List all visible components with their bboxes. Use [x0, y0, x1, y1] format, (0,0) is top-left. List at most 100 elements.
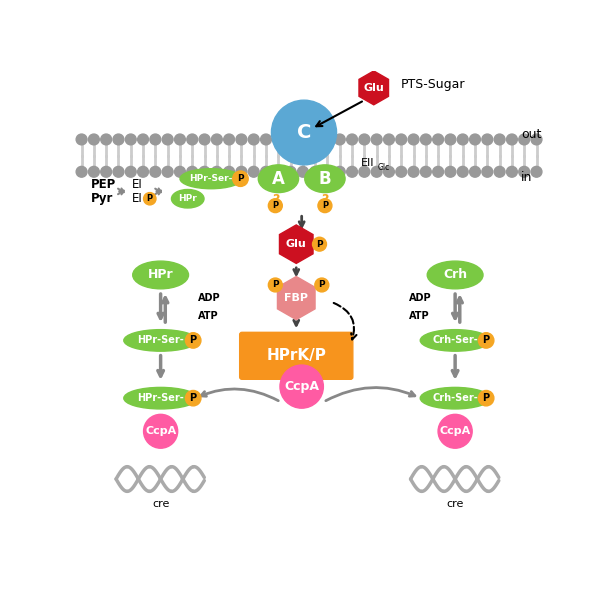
Text: B: B [318, 170, 331, 188]
Circle shape [420, 134, 431, 145]
Circle shape [101, 134, 112, 145]
Text: P: P [482, 336, 490, 345]
Circle shape [260, 167, 271, 177]
Text: Crh-Ser-: Crh-Ser- [432, 393, 478, 403]
Circle shape [271, 100, 336, 165]
Circle shape [174, 134, 185, 145]
Circle shape [186, 391, 201, 406]
Text: cre: cre [446, 499, 464, 509]
Circle shape [125, 134, 136, 145]
Text: P: P [237, 174, 244, 183]
Circle shape [285, 167, 296, 177]
Circle shape [236, 134, 247, 145]
Circle shape [89, 134, 99, 145]
Circle shape [76, 134, 87, 145]
Ellipse shape [420, 387, 490, 409]
Text: P: P [272, 281, 279, 290]
Text: PTS-Sugar: PTS-Sugar [401, 78, 466, 91]
Polygon shape [359, 71, 388, 105]
Circle shape [89, 167, 99, 177]
Circle shape [260, 134, 271, 145]
Circle shape [268, 278, 282, 292]
Polygon shape [277, 277, 315, 320]
Circle shape [482, 134, 493, 145]
Circle shape [384, 167, 394, 177]
Circle shape [187, 134, 198, 145]
Circle shape [186, 333, 201, 348]
Circle shape [315, 278, 329, 292]
Circle shape [494, 134, 505, 145]
Circle shape [162, 167, 173, 177]
Circle shape [396, 167, 406, 177]
Circle shape [347, 167, 358, 177]
Circle shape [297, 134, 308, 145]
Circle shape [359, 167, 370, 177]
Text: Glc: Glc [377, 163, 390, 171]
Circle shape [371, 167, 382, 177]
Circle shape [433, 134, 444, 145]
Circle shape [113, 167, 124, 177]
Text: ATP: ATP [198, 311, 218, 321]
Text: HPr-Ser-: HPr-Ser- [189, 174, 233, 183]
Ellipse shape [180, 168, 242, 189]
Circle shape [144, 193, 156, 205]
Circle shape [150, 167, 161, 177]
Circle shape [478, 333, 494, 348]
Circle shape [384, 134, 394, 145]
Circle shape [273, 134, 284, 145]
Circle shape [519, 167, 529, 177]
Circle shape [280, 365, 323, 408]
Text: HPr: HPr [178, 194, 197, 203]
Text: P: P [189, 336, 197, 345]
Circle shape [199, 167, 210, 177]
Ellipse shape [258, 165, 298, 193]
Text: FBP: FBP [284, 293, 308, 303]
Circle shape [347, 134, 358, 145]
Circle shape [457, 134, 468, 145]
Circle shape [322, 134, 333, 145]
Text: ADP: ADP [409, 293, 431, 303]
Circle shape [268, 199, 282, 213]
Ellipse shape [171, 190, 204, 208]
Circle shape [318, 199, 332, 213]
Circle shape [137, 167, 148, 177]
Text: P: P [189, 393, 197, 403]
Text: ?: ? [321, 193, 329, 206]
Circle shape [438, 414, 472, 448]
Circle shape [144, 414, 178, 448]
Circle shape [248, 134, 259, 145]
Circle shape [408, 134, 419, 145]
Circle shape [445, 134, 456, 145]
Circle shape [310, 167, 321, 177]
Circle shape [408, 167, 419, 177]
Circle shape [507, 167, 517, 177]
Circle shape [519, 134, 529, 145]
Text: P: P [322, 201, 328, 210]
Text: CcpA: CcpA [284, 380, 319, 393]
Circle shape [507, 134, 517, 145]
Circle shape [478, 391, 494, 406]
Text: Glu: Glu [286, 239, 306, 249]
Text: Crh: Crh [443, 268, 467, 281]
Circle shape [334, 134, 345, 145]
Circle shape [494, 167, 505, 177]
Ellipse shape [420, 330, 490, 351]
Circle shape [76, 167, 87, 177]
Text: CcpA: CcpA [440, 426, 471, 436]
Circle shape [396, 134, 406, 145]
Circle shape [359, 134, 370, 145]
Text: HPrK/P: HPrK/P [267, 348, 326, 363]
Text: out: out [521, 128, 541, 141]
Circle shape [420, 167, 431, 177]
Circle shape [470, 167, 481, 177]
Ellipse shape [427, 261, 483, 289]
Circle shape [137, 134, 148, 145]
Text: cre: cre [152, 499, 169, 509]
Circle shape [212, 167, 223, 177]
Text: PEP: PEP [91, 178, 116, 191]
Circle shape [187, 167, 198, 177]
Circle shape [233, 171, 248, 186]
Circle shape [457, 167, 468, 177]
Circle shape [334, 167, 345, 177]
Text: P: P [316, 240, 323, 249]
